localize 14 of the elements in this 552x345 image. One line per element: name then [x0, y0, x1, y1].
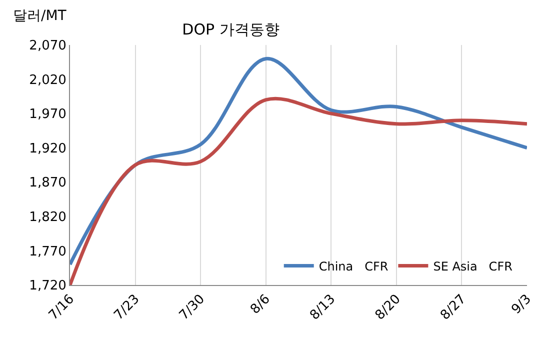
y-tick-label: 1,720 — [29, 278, 66, 294]
chart-title: DOP 가격동향 — [182, 20, 280, 39]
y-tick-label: 1,970 — [29, 107, 66, 122]
y-axis-title: 달러/MT — [13, 8, 67, 24]
y-tick-label: 2,020 — [29, 72, 66, 88]
x-tick-label: 8/6 — [248, 292, 274, 318]
y-tick-label: 1,920 — [29, 141, 66, 156]
y-tick-label: 1,770 — [29, 244, 66, 260]
legend-label: SE Asia CFR — [433, 259, 512, 274]
x-tick-label: 9/3 — [509, 292, 534, 318]
y-tick-label: 2,070 — [29, 38, 66, 54]
y-tick-label: 1,870 — [29, 176, 66, 191]
legend-label: China CFR — [318, 259, 388, 274]
y-tick-label: 1,820 — [29, 210, 66, 225]
